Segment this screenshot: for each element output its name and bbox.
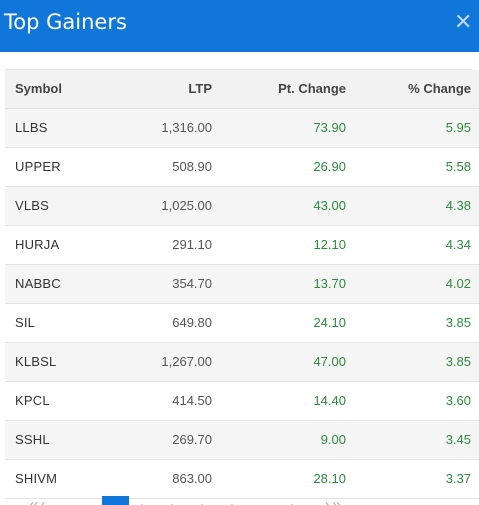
table-row[interactable]: VLBS 1,025.00 43.00 4.38	[5, 186, 479, 225]
ltp-cell: 1,267.00	[161, 354, 212, 369]
ltp-cell: 291.10	[172, 237, 212, 252]
pt-change-cell: 43.00	[313, 198, 346, 213]
pct-change-cell: 5.95	[445, 120, 471, 135]
close-icon[interactable]: ✕	[454, 10, 473, 35]
table-row[interactable]: LLBS 1,316.00 73.90 5.95	[5, 108, 479, 147]
ltp-cell: 649.80	[172, 315, 212, 330]
ltp-cell: 269.70	[172, 432, 212, 447]
modal-title: Top Gainers	[4, 10, 127, 34]
table-row[interactable]: UPPER 508.90 26.90 5.58	[5, 147, 479, 186]
pagination-page-button[interactable]: ·	[140, 497, 144, 505]
pagination-next-button[interactable]: › ››	[325, 497, 341, 505]
pct-change-cell: 3.85	[445, 354, 471, 369]
ltp-cell: 508.90	[172, 159, 212, 174]
pt-change-cell: 24.10	[313, 315, 346, 330]
column-header-symbol[interactable]: Symbol	[5, 70, 115, 109]
pt-change-cell: 26.90	[313, 159, 346, 174]
pct-change-cell: 4.38	[445, 198, 471, 213]
table-row[interactable]: KPCL 414.50 14.40 3.60	[5, 381, 479, 420]
pt-change-cell: 13.70	[313, 276, 346, 291]
ltp-cell: 414.50	[172, 393, 212, 408]
pt-change-cell: 14.40	[313, 393, 346, 408]
pagination-previous-button[interactable]: ‹‹ ‹	[30, 497, 46, 505]
pct-change-cell: 3.60	[445, 393, 471, 408]
pct-change-cell: 3.37	[445, 471, 471, 486]
column-header-pt-change[interactable]: Pt. Change	[212, 70, 346, 109]
modal-header: Top Gainers ✕	[0, 0, 479, 52]
pct-change-cell: 4.02	[445, 276, 471, 291]
pt-change-cell: 9.00	[320, 432, 346, 447]
pagination-page-button[interactable]: ·	[200, 497, 204, 505]
table-row[interactable]: SIL 649.80 24.10 3.85	[5, 303, 479, 342]
table-row[interactable]: KLBSL 1,267.00 47.00 3.85	[5, 342, 479, 381]
ltp-cell: 354.70	[172, 276, 212, 291]
pt-change-cell: 73.90	[313, 120, 346, 135]
symbol-cell[interactable]: KPCL	[15, 393, 50, 408]
table-header-row: Symbol LTP Pt. Change % Change	[5, 70, 479, 109]
table-row[interactable]: HURJA 291.10 12.10 4.34	[5, 225, 479, 264]
pt-change-cell: 47.00	[313, 354, 346, 369]
symbol-cell[interactable]: SHIVM	[15, 471, 58, 486]
pct-change-cell: 5.58	[445, 159, 471, 174]
symbol-cell[interactable]: NABBC	[15, 276, 61, 291]
symbol-cell[interactable]: HURJA	[15, 237, 60, 252]
pt-change-cell: 28.10	[313, 471, 346, 486]
pagination-page-button[interactable]: ·	[230, 497, 234, 505]
table-row[interactable]: NABBC 354.70 13.70 4.02	[5, 264, 479, 303]
ltp-cell: 1,316.00	[161, 120, 212, 135]
column-header-ltp[interactable]: LTP	[115, 70, 212, 109]
column-header-pct-change[interactable]: % Change	[346, 70, 479, 109]
symbol-cell[interactable]: UPPER	[15, 159, 61, 174]
pt-change-cell: 12.10	[313, 237, 346, 252]
symbol-cell[interactable]: SSHL	[15, 432, 50, 447]
pagination: ‹‹ ‹ · · · · · › ››	[0, 494, 479, 505]
ltp-cell: 863.00	[172, 471, 212, 486]
symbol-cell[interactable]: SIL	[15, 315, 36, 330]
table-row[interactable]: SSHL 269.70 9.00 3.45	[5, 420, 479, 459]
ltp-cell: 1,025.00	[161, 198, 212, 213]
symbol-cell[interactable]: LLBS	[15, 120, 48, 135]
pct-change-cell: 3.45	[445, 432, 471, 447]
pagination-page-button[interactable]: ·	[290, 497, 294, 505]
top-gainers-table: Symbol LTP Pt. Change % Change LLBS 1,31…	[5, 69, 479, 499]
pct-change-cell: 3.85	[445, 315, 471, 330]
pagination-page-button[interactable]: ·	[170, 497, 174, 505]
table-row[interactable]: SHIVM 863.00 28.10 3.37	[5, 459, 479, 498]
symbol-cell[interactable]: VLBS	[15, 198, 50, 213]
pagination-current-page[interactable]	[102, 496, 129, 505]
pct-change-cell: 4.34	[445, 237, 471, 252]
symbol-cell[interactable]: KLBSL	[15, 354, 57, 369]
